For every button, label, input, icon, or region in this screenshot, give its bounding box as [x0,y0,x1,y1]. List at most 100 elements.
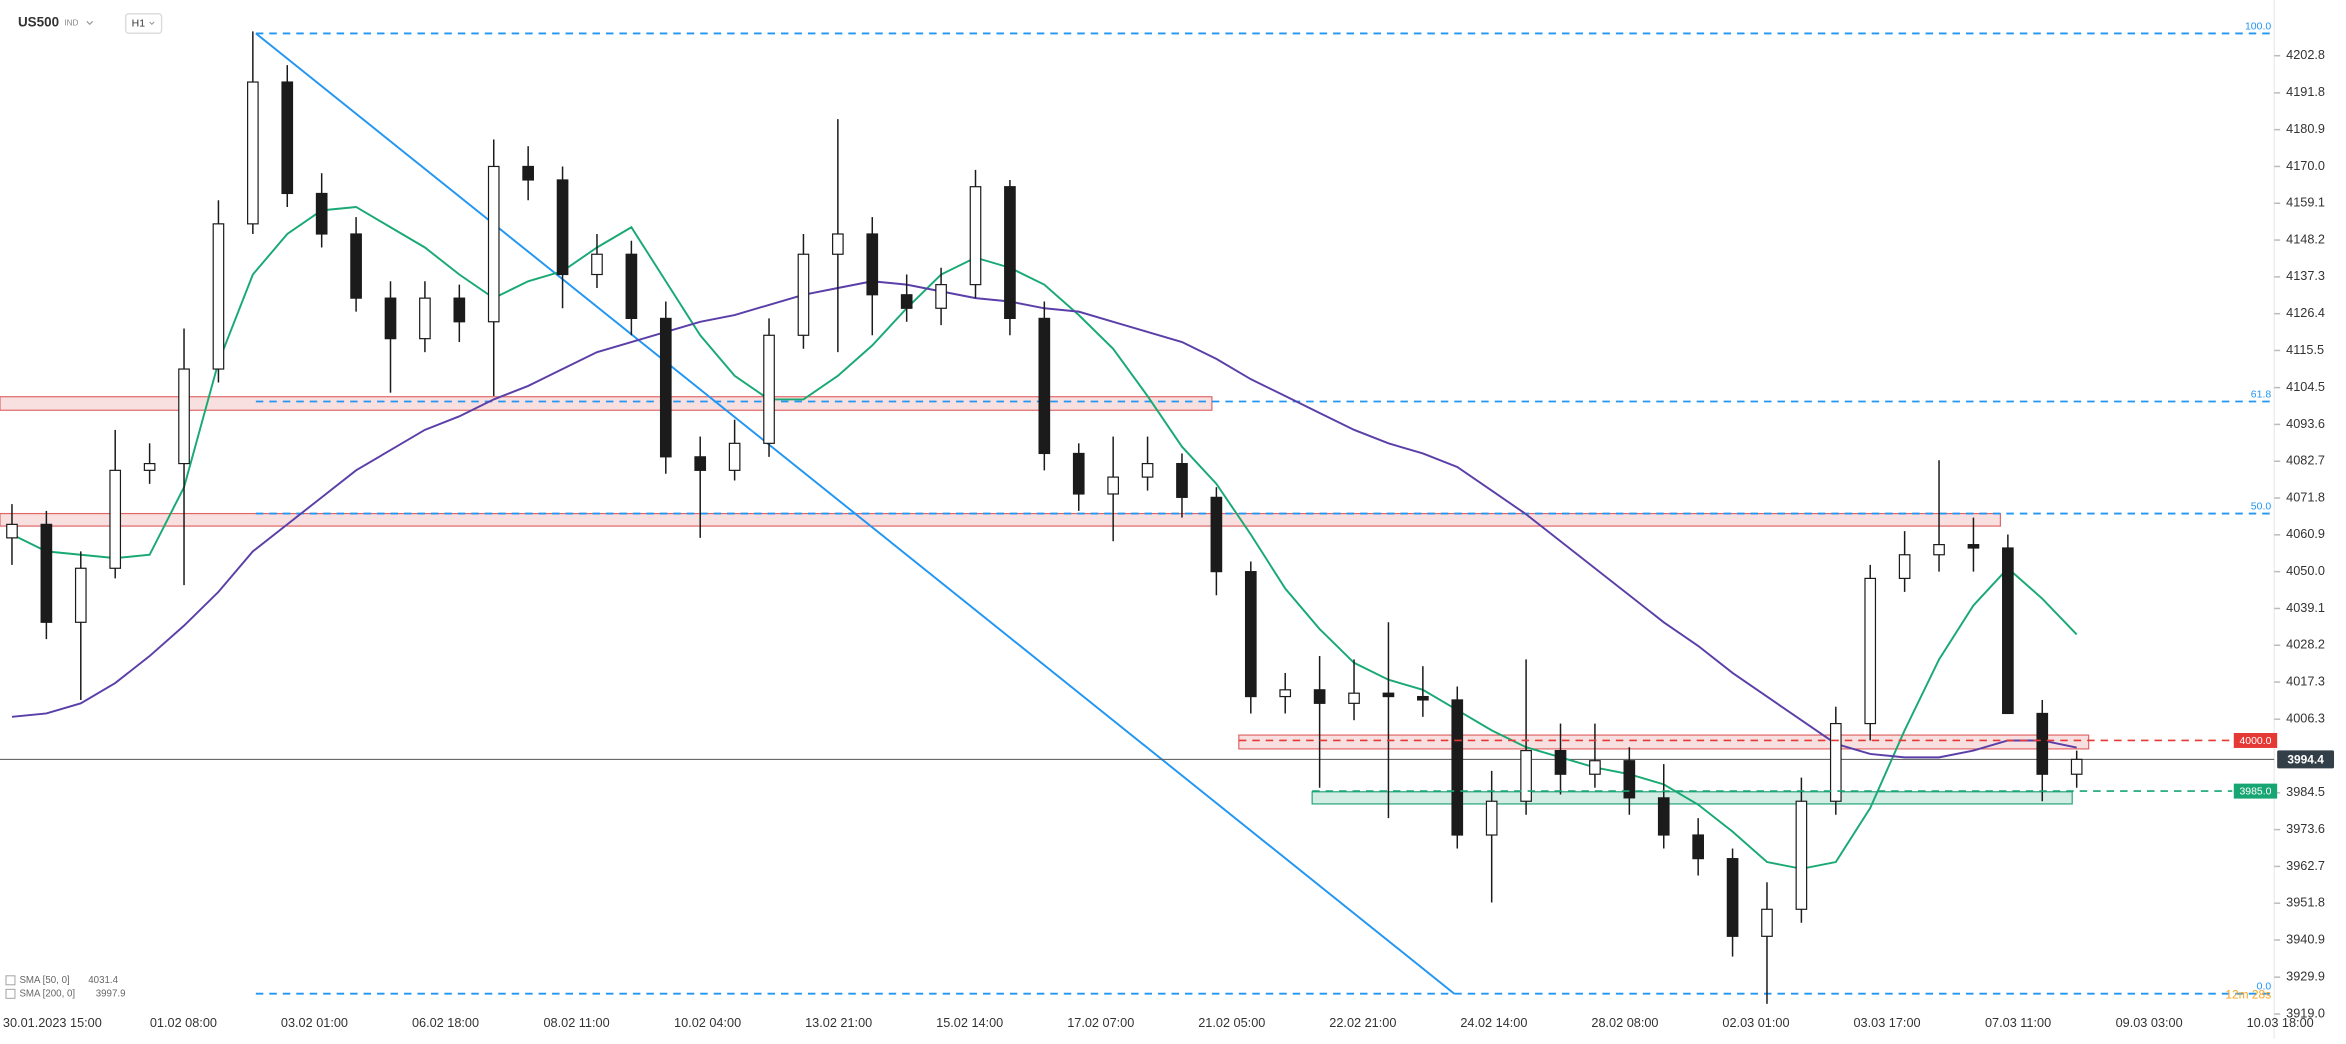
candle-body [1107,476,1119,495]
price-tag-label: 4000.0 [2239,736,2271,747]
x-tick-label: 09.03 03:00 [2116,1015,2183,1030]
trendline [255,32,1455,995]
y-tick-label: 4137.3 [2286,268,2325,283]
timeframe[interactable]: H1 [132,18,146,29]
fib-label: 100.0 [2245,21,2271,32]
candle-body [2002,547,2014,715]
y-tick-label: 3929.9 [2286,969,2325,984]
candle-body [1795,800,1808,910]
candle-body [1933,544,1945,556]
candle-body [556,179,569,276]
candle-body [1898,554,1911,579]
candle-body [109,469,122,569]
y-tick-label: 4060.9 [2286,526,2325,541]
candle-body [178,368,190,465]
dropdown-icon[interactable] [149,21,155,26]
candle-body [453,297,466,323]
candle-body [763,334,775,444]
candle-body [1313,689,1326,704]
candle-body [1726,858,1739,937]
candle-body [1451,699,1464,836]
candle-body [1864,577,1877,725]
sma-line [11,205,2078,870]
y-tick-label: 4006.3 [2286,711,2325,726]
x-tick-label: 22.02 21:00 [1329,1015,1396,1030]
fib-label: 0.0 [2257,982,2272,993]
candle-body [350,233,362,299]
y-tick-label: 4126.4 [2286,305,2325,320]
candle-body [1244,571,1257,698]
y-tick-label: 4115.5 [2286,342,2324,357]
candle-body [2036,712,2049,775]
x-tick-label: 01.02 08:00 [150,1015,217,1030]
candle-body [1485,800,1498,836]
candle-body [1589,760,1601,775]
current-price-label: 3994.4 [2287,752,2324,766]
symbol-type: IND [64,19,78,28]
y-tick-label: 4082.7 [2286,453,2325,468]
candle-body [1072,452,1085,495]
candle-body [40,523,53,623]
x-tick-label: 21.02 05:00 [1198,1015,1265,1030]
y-tick-label: 3984.5 [2286,784,2325,799]
candle-body [625,253,638,319]
timeframe-button[interactable] [124,13,163,34]
candle-body [694,456,707,471]
fib-label: 50.0 [2251,502,2272,513]
candle-body [591,253,603,276]
candle-body [1967,544,1980,549]
y-tick-label: 4028.2 [2286,637,2325,652]
y-tick-label: 4202.8 [2286,47,2325,62]
candle-body [935,284,947,309]
fib-label: 61.8 [2251,389,2272,400]
candle-body [969,186,982,286]
candles [6,31,2083,1004]
x-tick-label: 24.02 14:00 [1460,1015,1527,1030]
candle-body [384,297,397,340]
y-tick-label: 4071.8 [2286,489,2325,504]
x-tick-label: 10.03 18:00 [2247,1015,2314,1030]
y-tick-label: 4017.3 [2286,673,2325,688]
candle-body [74,567,87,623]
y-tick-label: 4191.8 [2286,84,2325,99]
candle-body [1176,462,1188,498]
candle-body [1657,797,1670,836]
candle-body [1417,695,1429,701]
candle-body [1520,749,1532,802]
candle-body [419,297,431,340]
candle-body [900,294,913,309]
legend-name: SMA [200, 0] [19,988,75,999]
x-tick-label: 06.02 18:00 [412,1015,479,1030]
x-tick-label: 15.02 14:00 [936,1015,1003,1030]
candle-body [1692,834,1704,860]
x-tick-label: 08.02 11:00 [543,1015,609,1030]
candle-body [1623,760,1636,799]
x-tick-label: 17.02 07:00 [1067,1015,1134,1030]
x-tick-label: 28.02 08:00 [1591,1015,1658,1030]
symbol[interactable]: US500 [18,14,59,29]
zone [0,396,1213,411]
y-tick-label: 4050.0 [2286,563,2325,578]
candle-body [1761,908,1773,937]
y-tick-label: 3951.8 [2286,895,2325,910]
legend-icon [5,975,16,986]
y-tick-label: 3940.9 [2286,931,2325,946]
candle-body [1004,186,1016,319]
candle-body [1210,496,1223,573]
candle-body [315,192,328,235]
y-tick-label: 4180.9 [2286,121,2325,136]
price-tag-label: 3985.0 [2239,787,2271,798]
x-tick-label: 13.02 21:00 [805,1015,872,1030]
y-tick-label: 4170.0 [2286,158,2325,173]
y-tick-label: 3962.7 [2286,858,2325,873]
y-tick-label: 3973.6 [2286,821,2325,836]
price-tag [2233,732,2278,748]
legend-value: 4031.4 [88,975,118,986]
candle-body [487,165,500,323]
current-price-tag [2277,750,2335,769]
candle-body [212,223,225,370]
candle-body [1382,692,1395,698]
dropdown-icon[interactable] [86,20,94,26]
legend-icon [5,988,16,999]
